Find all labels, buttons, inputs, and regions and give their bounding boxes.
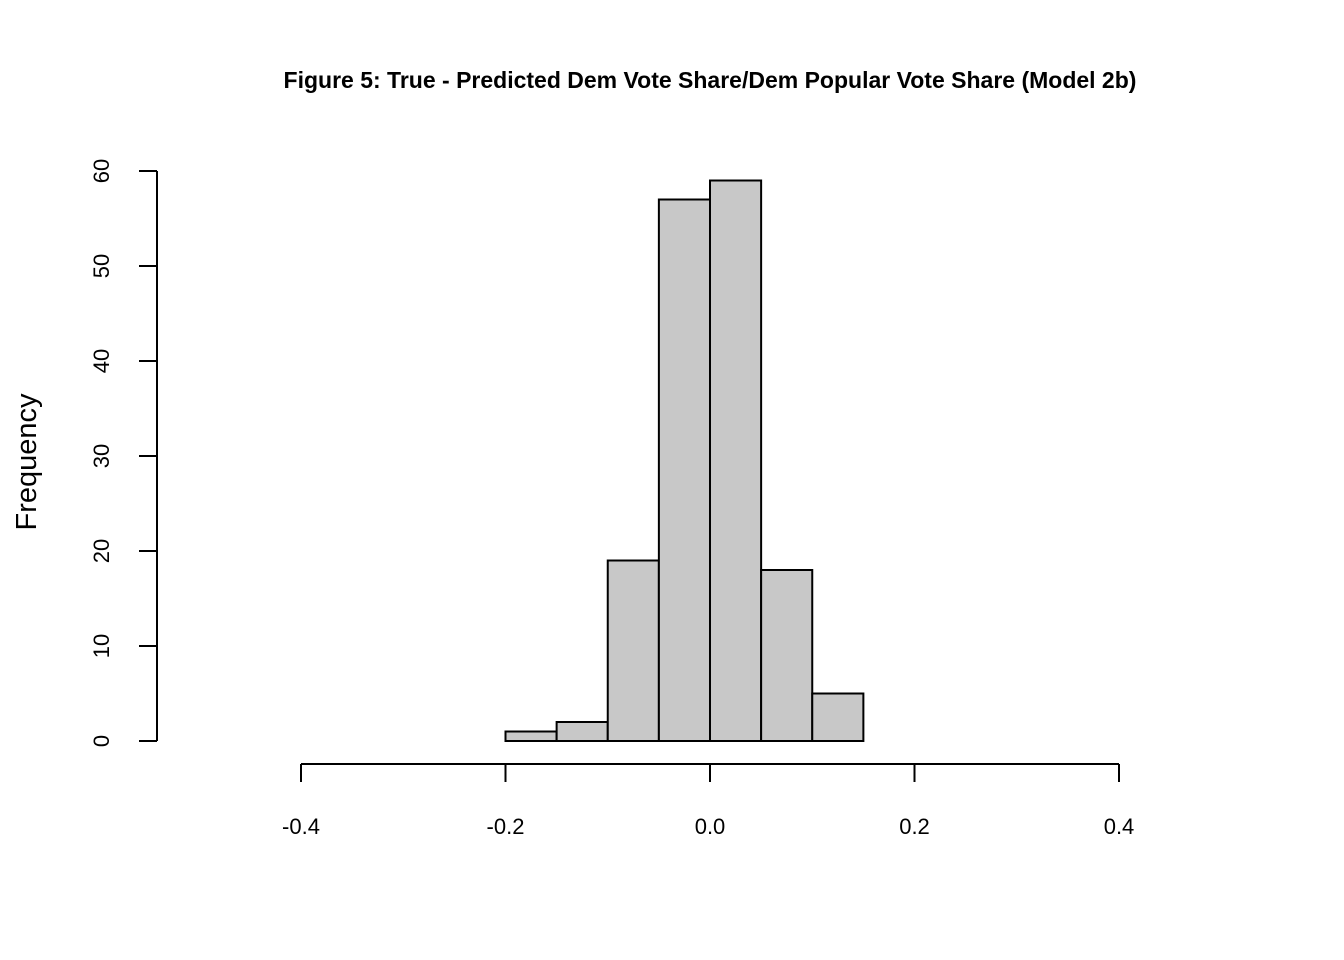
bars-group	[504, 179, 865, 742]
y-tick-label: 50	[89, 254, 114, 278]
histogram-bar	[555, 721, 609, 742]
x-axis: -0.4 -0.2 0.0 0.2 0.4	[282, 763, 1135, 839]
chart-title: Figure 5: True - Predicted Dem Vote Shar…	[284, 67, 1137, 93]
y-tick-label: 20	[89, 539, 114, 563]
histogram-bar	[709, 179, 763, 742]
y-tick-label: 30	[89, 444, 114, 468]
histogram-bar	[606, 559, 660, 742]
histogram-bar	[760, 569, 814, 742]
x-tick-label: 0.2	[899, 814, 930, 839]
y-tick-label: 10	[89, 634, 114, 658]
histogram-bar	[657, 198, 711, 742]
y-tick-label: 0	[89, 735, 114, 747]
histogram-bar	[504, 730, 558, 742]
y-axis-label: Frequency	[11, 393, 43, 531]
y-axis: 0 10 20 30 40 50 60	[89, 159, 158, 747]
x-tick-label: -0.2	[487, 814, 525, 839]
y-tick-label: 60	[89, 159, 114, 183]
y-tick-label: 40	[89, 349, 114, 373]
x-tick-label: 0.0	[695, 814, 726, 839]
histogram-bar	[811, 692, 865, 742]
x-tick-label: -0.4	[282, 814, 320, 839]
x-tick-label: 0.4	[1104, 814, 1135, 839]
